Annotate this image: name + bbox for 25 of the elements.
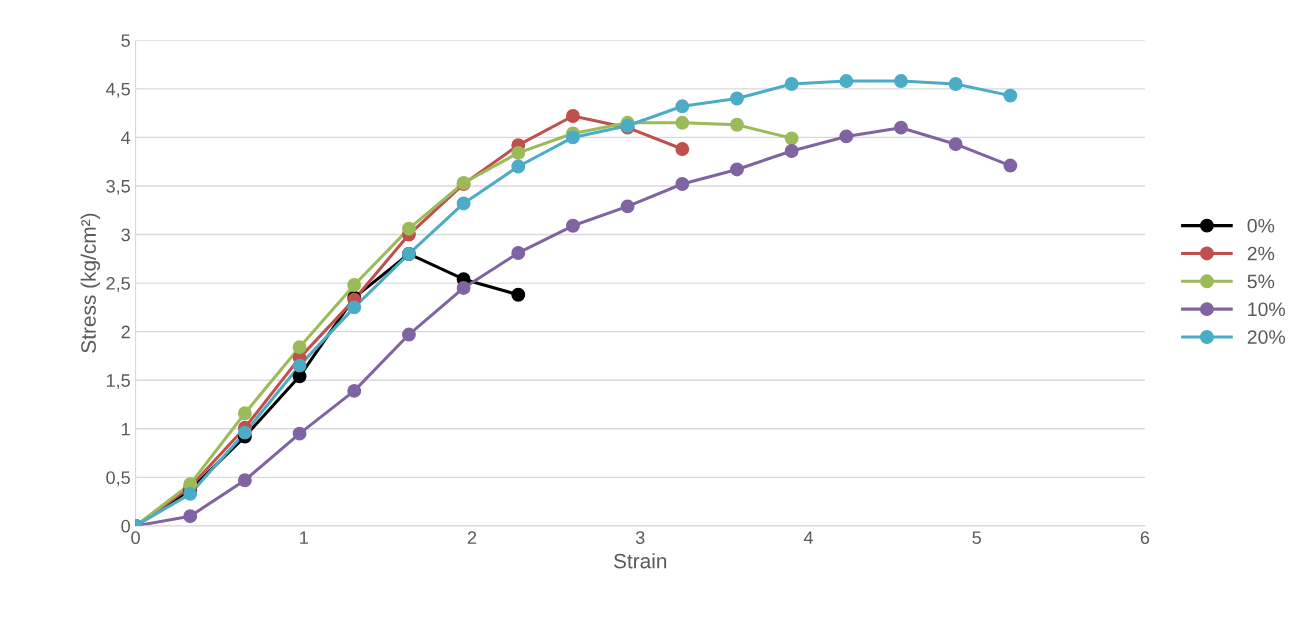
legend-label: 5% (1247, 274, 1275, 289)
y-tick-label: 1 (122, 422, 130, 436)
y-tick-label: 0 (121, 519, 130, 533)
legend-label: 10% (1248, 302, 1285, 317)
x-tick-label: 3 (635, 531, 645, 545)
legend-label: 0% (1247, 218, 1275, 233)
x-tick-label: 2 (467, 531, 477, 544)
y-axis-title: Stress (kg/cm²) (80, 213, 101, 353)
y-tick-label: 4 (121, 131, 131, 144)
y-tick-label: 1,5 (106, 374, 130, 390)
x-axis-title: Strain (613, 553, 667, 569)
y-tick-label: 0,5 (106, 471, 130, 487)
x-tick-label: 1 (300, 531, 308, 544)
y-tick-label: 4,5 (106, 82, 130, 98)
y-tick-label: 3,5 (106, 179, 130, 195)
legend-label: 2% (1247, 246, 1275, 261)
x-tick-label: 5 (972, 531, 981, 545)
y-tick-label: 5 (121, 34, 130, 47)
x-tick-label: 0 (131, 531, 140, 545)
y-tick-label: 3 (121, 228, 130, 242)
y-tick-label: 2 (121, 325, 130, 339)
y-tick-label: 2,5 (106, 277, 130, 292)
x-tick-label: 6 (1140, 531, 1150, 545)
legend-label: 20% (1247, 330, 1285, 344)
x-tick-label: 4 (803, 531, 813, 544)
